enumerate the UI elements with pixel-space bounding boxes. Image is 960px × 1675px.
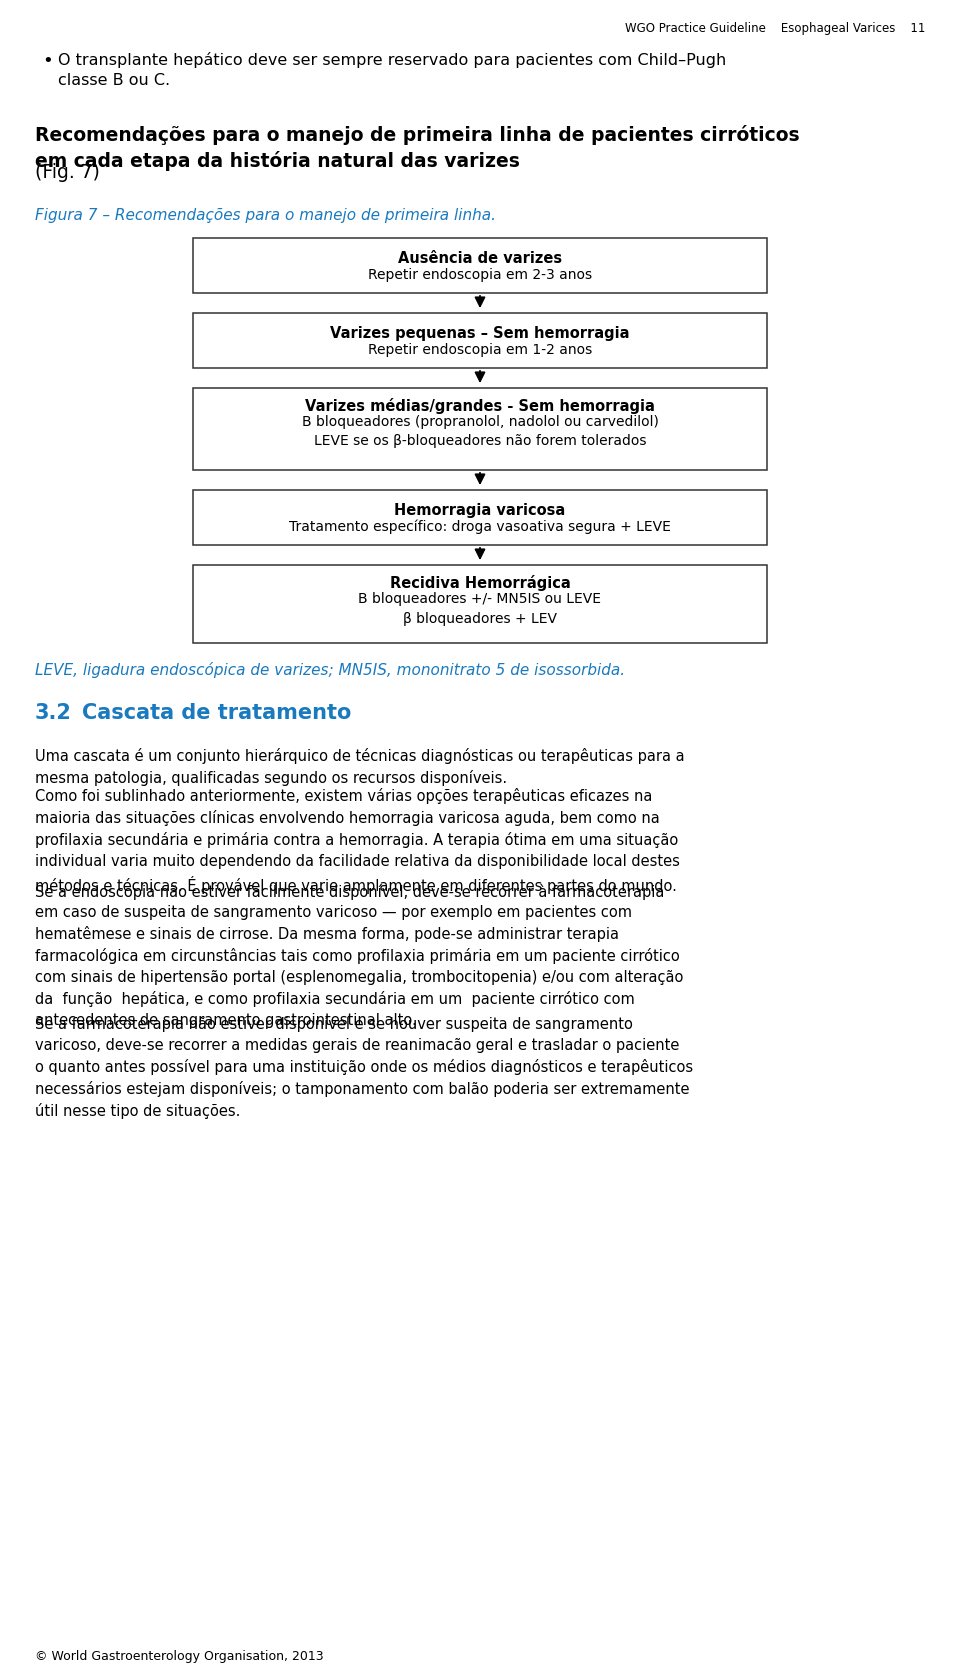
Text: B bloqueadores (propranolol, nadolol ou carvedilol)
LEVE se os β-bloqueadores nã: B bloqueadores (propranolol, nadolol ou … xyxy=(301,415,659,449)
FancyBboxPatch shape xyxy=(193,389,767,471)
Text: 3.2: 3.2 xyxy=(35,704,72,724)
Text: (Fig. 7): (Fig. 7) xyxy=(35,162,100,183)
Text: B bloqueadores +/- MN5IS ou LEVE
β bloqueadores + LEV: B bloqueadores +/- MN5IS ou LEVE β bloqu… xyxy=(358,591,602,625)
Text: Repetir endoscopia em 2-3 anos: Repetir endoscopia em 2-3 anos xyxy=(368,268,592,281)
Text: WGO Practice Guideline    Esophageal Varices    11: WGO Practice Guideline Esophageal Varice… xyxy=(625,22,925,35)
Text: Se a endoscopia não estiver facilmente disponível, deve-se recorrer à farmacoter: Se a endoscopia não estiver facilmente d… xyxy=(35,883,684,1028)
Text: Tratamento específico: droga vasoativa segura + LEVE: Tratamento específico: droga vasoativa s… xyxy=(289,519,671,534)
FancyBboxPatch shape xyxy=(193,313,767,368)
Text: LEVE, ligadura endoscópica de varizes; MN5IS, mononitrato 5 de isossorbida.: LEVE, ligadura endoscópica de varizes; M… xyxy=(35,662,625,678)
Text: Se a farmacoterapia não estiver disponível e se houver suspeita de sangramento
v: Se a farmacoterapia não estiver disponív… xyxy=(35,1017,693,1119)
FancyBboxPatch shape xyxy=(193,491,767,544)
Text: © World Gastroenterology Organisation, 2013: © World Gastroenterology Organisation, 2… xyxy=(35,1650,324,1663)
Text: Varizes pequenas – Sem hemorragia: Varizes pequenas – Sem hemorragia xyxy=(330,327,630,342)
FancyBboxPatch shape xyxy=(193,238,767,293)
Text: O transplante hepático deve ser sempre reservado para pacientes com Child–Pugh
c: O transplante hepático deve ser sempre r… xyxy=(58,52,727,89)
Text: •: • xyxy=(42,52,53,70)
Text: Uma cascata é um conjunto hierárquico de técnicas diagnósticas ou terapêuticas p: Uma cascata é um conjunto hierárquico de… xyxy=(35,749,684,786)
FancyBboxPatch shape xyxy=(193,564,767,643)
Text: Recidiva Hemorrágica: Recidiva Hemorrágica xyxy=(390,575,570,591)
Text: Repetir endoscopia em 1-2 anos: Repetir endoscopia em 1-2 anos xyxy=(368,343,592,357)
Text: Como foi sublinhado anteriormente, existem várias opções terapêuticas eficazes n: Como foi sublinhado anteriormente, exist… xyxy=(35,787,680,894)
Text: Hemorragia varicosa: Hemorragia varicosa xyxy=(395,502,565,518)
Text: Figura 7 – Recomendações para o manejo de primeira linha.: Figura 7 – Recomendações para o manejo d… xyxy=(35,208,496,223)
Text: Recomendações para o manejo de primeira linha de pacientes cirróticos
em cada et: Recomendações para o manejo de primeira … xyxy=(35,126,800,171)
Text: Varizes médias/grandes - Sem hemorragia: Varizes médias/grandes - Sem hemorragia xyxy=(305,399,655,414)
Text: Ausência de varizes: Ausência de varizes xyxy=(398,251,562,266)
Text: Cascata de tratamento: Cascata de tratamento xyxy=(82,704,351,724)
